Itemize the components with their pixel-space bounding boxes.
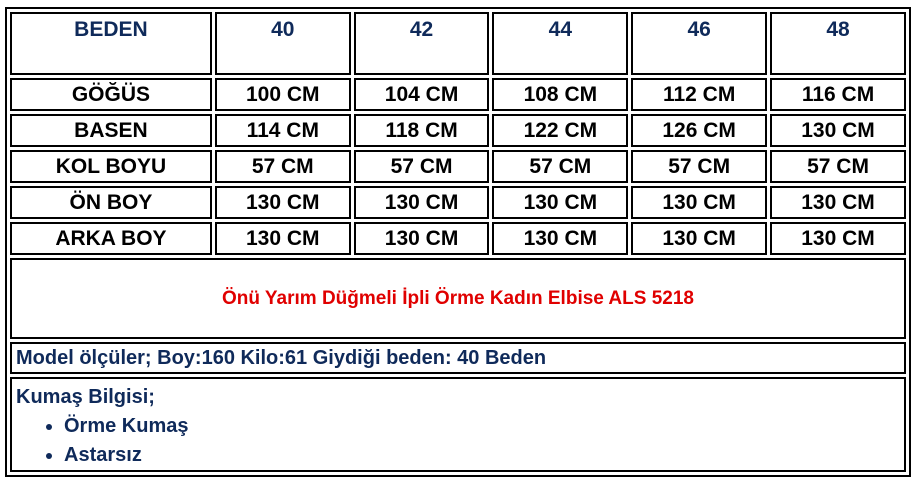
header-cell: BEDEN [10, 12, 212, 75]
header-cell: 42 [353, 12, 490, 75]
table-cell: 130 CM [631, 186, 768, 219]
table-row: KOL BOYU 57 CM 57 CM 57 CM 57 CM 57 CM [10, 150, 906, 183]
table-cell: 130 CM [214, 222, 351, 255]
fabric-row: Kumaş Bilgisi; Örme Kumaş Astarsız [10, 377, 906, 472]
table-cell: 130 CM [353, 222, 490, 255]
table-cell: 130 CM [492, 186, 629, 219]
table-cell: 100 CM [214, 78, 351, 111]
table-cell: 116 CM [770, 78, 906, 111]
header-cell: 46 [631, 12, 768, 75]
table-cell: 57 CM [353, 150, 490, 183]
table-cell: 104 CM [353, 78, 490, 111]
size-chart-table: BEDEN 40 42 44 46 48 GÖĞÜS 100 CM 104 CM… [5, 7, 911, 477]
table-cell: 130 CM [492, 222, 629, 255]
table-cell: 57 CM [631, 150, 768, 183]
table-cell: 130 CM [353, 186, 490, 219]
product-title: Önü Yarım Düğmeli İpli Örme Kadın Elbise… [10, 258, 906, 339]
table-cell: 108 CM [492, 78, 629, 111]
table-row: ÖN BOY 130 CM 130 CM 130 CM 130 CM 130 C… [10, 186, 906, 219]
model-info: Model ölçüler; Boy:160 Kilo:61 Giydiği b… [10, 342, 906, 374]
fabric-heading: Kumaş Bilgisi; [16, 386, 155, 408]
table-cell: 130 CM [770, 114, 906, 147]
fabric-item: Astarsız [64, 441, 900, 470]
table-cell: 130 CM [770, 222, 906, 255]
header-cell: 40 [214, 12, 351, 75]
model-row: Model ölçüler; Boy:160 Kilo:61 Giydiği b… [10, 342, 906, 374]
fabric-list: Örme Kumaş Astarsız [16, 412, 900, 470]
table-row: BASEN 114 CM 118 CM 122 CM 126 CM 130 CM [10, 114, 906, 147]
header-cell: 44 [492, 12, 629, 75]
table-cell: 130 CM [631, 222, 768, 255]
table-cell: 126 CM [631, 114, 768, 147]
row-label: ÖN BOY [10, 186, 212, 219]
fabric-item: Örme Kumaş [64, 412, 900, 441]
table-row: ARKA BOY 130 CM 130 CM 130 CM 130 CM 130… [10, 222, 906, 255]
row-label: BASEN [10, 114, 212, 147]
table-cell: 57 CM [214, 150, 351, 183]
header-cell: 48 [770, 12, 906, 75]
table-cell: 57 CM [492, 150, 629, 183]
table-cell: 130 CM [214, 186, 351, 219]
header-row: BEDEN 40 42 44 46 48 [10, 12, 906, 75]
row-label: KOL BOYU [10, 150, 212, 183]
title-row: Önü Yarım Düğmeli İpli Örme Kadın Elbise… [10, 258, 906, 339]
table-row: GÖĞÜS 100 CM 104 CM 108 CM 112 CM 116 CM [10, 78, 906, 111]
table-cell: 112 CM [631, 78, 768, 111]
table-cell: 122 CM [492, 114, 629, 147]
table-cell: 57 CM [770, 150, 906, 183]
row-label: ARKA BOY [10, 222, 212, 255]
table-cell: 130 CM [770, 186, 906, 219]
table-cell: 118 CM [353, 114, 490, 147]
table-cell: 114 CM [214, 114, 351, 147]
fabric-info: Kumaş Bilgisi; Örme Kumaş Astarsız [10, 377, 906, 472]
row-label: GÖĞÜS [10, 78, 212, 111]
